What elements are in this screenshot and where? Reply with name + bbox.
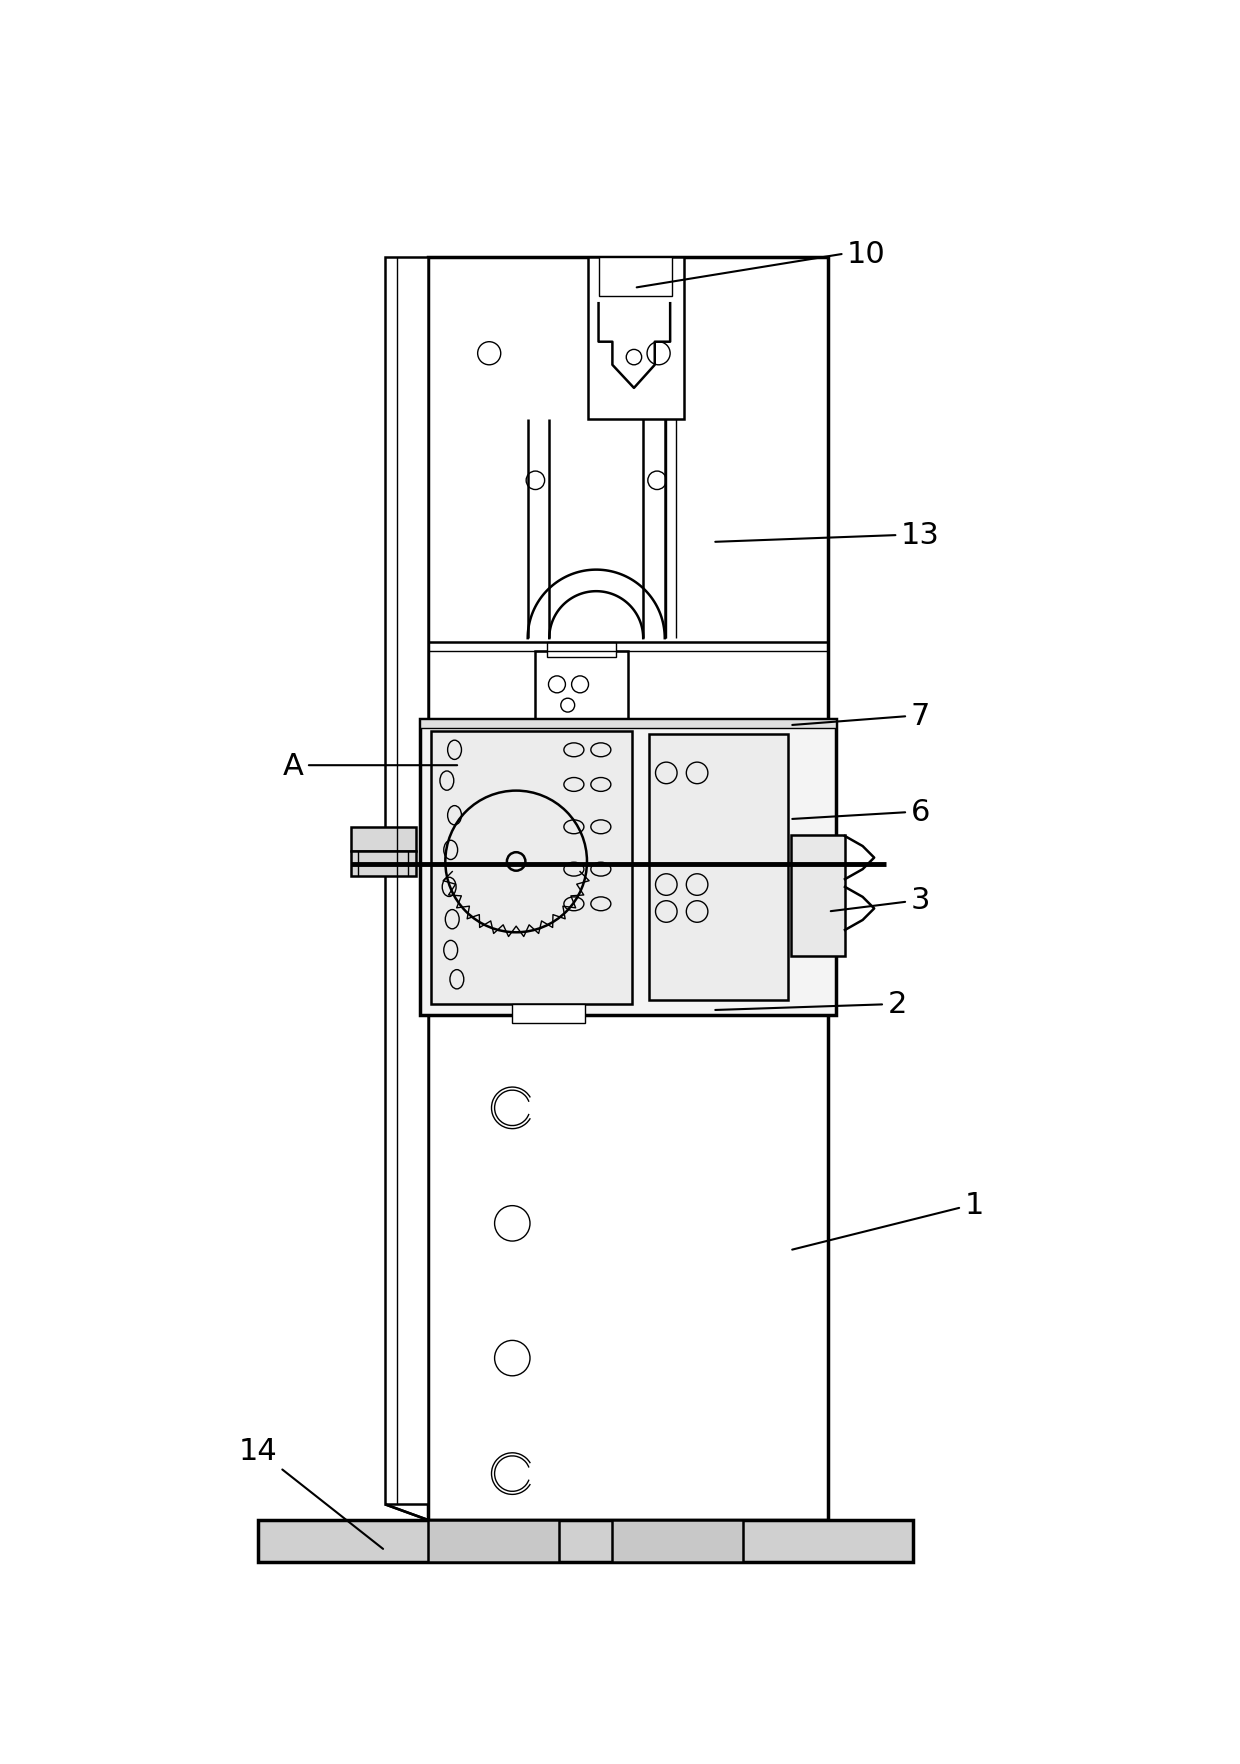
Bar	[547, 642, 616, 658]
Bar	[258, 1521, 913, 1563]
Bar	[650, 736, 787, 1000]
Bar	[351, 852, 417, 877]
Text: 7: 7	[792, 702, 930, 730]
Bar	[512, 1004, 585, 1023]
Bar	[420, 720, 836, 729]
Text: 1: 1	[792, 1191, 985, 1251]
Bar	[428, 1521, 558, 1563]
Bar	[613, 1521, 743, 1563]
Text: 3: 3	[831, 886, 930, 916]
Text: 6: 6	[792, 797, 930, 826]
Bar	[432, 730, 631, 1004]
Bar	[351, 827, 417, 852]
Bar	[420, 720, 836, 1016]
Text: A: A	[283, 751, 458, 780]
Text: 13: 13	[715, 520, 940, 549]
Bar	[791, 834, 844, 956]
Bar	[386, 258, 428, 1505]
Bar	[428, 258, 828, 1521]
Text: 14: 14	[239, 1436, 383, 1549]
Text: 2: 2	[715, 990, 906, 1020]
Text: 10: 10	[636, 240, 885, 288]
Bar	[588, 258, 684, 420]
Bar	[599, 258, 672, 296]
Bar	[536, 653, 627, 720]
